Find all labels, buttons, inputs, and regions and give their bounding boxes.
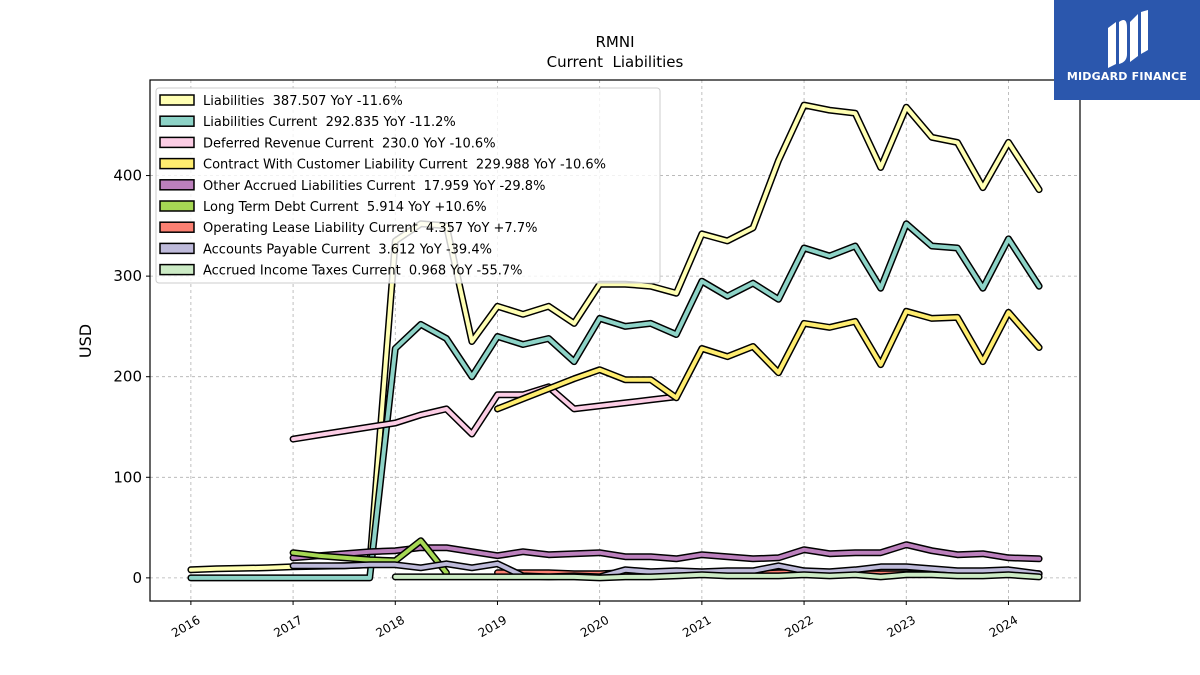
plot-frame: [149, 79, 1081, 602]
x-tick-label: 2021: [680, 613, 713, 640]
legend-label: Accrued Income Taxes Current 0.968 YoY -…: [203, 264, 523, 279]
x-tick-label: 2019: [476, 613, 509, 640]
x-tick-label: 2016: [169, 613, 202, 640]
legend-swatch: [159, 94, 195, 106]
series-long-term-debt-current: [289, 537, 450, 577]
x-tick-label: 2022: [782, 613, 815, 640]
x-axis: 2016 2017 2018 2019 2020 2021 2022 2023 2024: [169, 601, 1020, 640]
legend-label: Contract With Customer Liability Current…: [203, 158, 606, 173]
y-tick-label: 200: [113, 368, 142, 386]
y-tick-label: 100: [113, 468, 142, 486]
legend-label: Operating Lease Liability Current 4.357 …: [203, 221, 537, 236]
y-tick-label: 400: [113, 167, 142, 185]
legend-label: Long Term Debt Current 5.914 YoY +10.6%: [203, 200, 487, 215]
legend-swatch: [159, 157, 195, 170]
series-line: [291, 538, 449, 575]
brand-mark-icon: [1108, 10, 1148, 68]
legend-label: Other Accrued Liabilities Current 17.959…: [203, 179, 545, 194]
legend-label: Liabilities Current 292.835 YoY -11.2%: [203, 115, 456, 130]
legend: Liabilities 387.507 YoY -11.6% Liabilitie…: [155, 87, 661, 284]
series-line: [291, 561, 1042, 579]
legend-swatch: [159, 115, 195, 127]
legend-label: Liabilities 387.507 YoY -11.6%: [203, 94, 403, 109]
legend-swatch: [159, 136, 195, 149]
series-liabilities-current: [187, 220, 1043, 582]
y-tick-label: 300: [113, 267, 142, 285]
legend-label: Accounts Payable Current 3.612 YoY -39.4…: [203, 242, 492, 257]
series-group: [187, 101, 1043, 582]
y-axis: 0 100 200 300 400: [113, 167, 150, 587]
series-accrued-income-taxes-current: [391, 571, 1043, 582]
series-accounts-payable-current: [289, 560, 1043, 581]
series-line: [291, 384, 679, 442]
legend-swatch: [159, 179, 195, 191]
brand-name: MIDGARD FINANCE: [1066, 70, 1188, 83]
chart-title: RMNI: [595, 33, 634, 51]
y-tick-label: 0: [132, 569, 142, 587]
y-axis-label: USD: [76, 324, 95, 358]
series-line: [495, 309, 1042, 411]
legend-box: [155, 87, 661, 284]
chart-subtitle: Current Liabilities: [547, 53, 684, 71]
x-tick-label: 2018: [374, 613, 407, 640]
legend-swatch: [159, 200, 195, 212]
x-tick-label: 2023: [885, 613, 918, 640]
series-contract-with-customer-liability-current: [494, 307, 1043, 413]
x-tick-label: 2020: [578, 613, 611, 640]
series-line: [393, 572, 1042, 580]
x-tick-label: 2017: [271, 613, 304, 640]
legend-swatch: [159, 221, 195, 233]
brand-logo: MIDGARD FINANCE: [1054, 0, 1200, 100]
series-line: [188, 221, 1042, 580]
x-tick-label: 2024: [987, 613, 1020, 640]
legend-swatch: [159, 263, 195, 276]
legend-swatch: [159, 242, 195, 255]
legend-label: Deferred Revenue Current 230.0 YoY -10.6…: [203, 136, 496, 151]
series-deferred-revenue-current: [289, 383, 680, 443]
